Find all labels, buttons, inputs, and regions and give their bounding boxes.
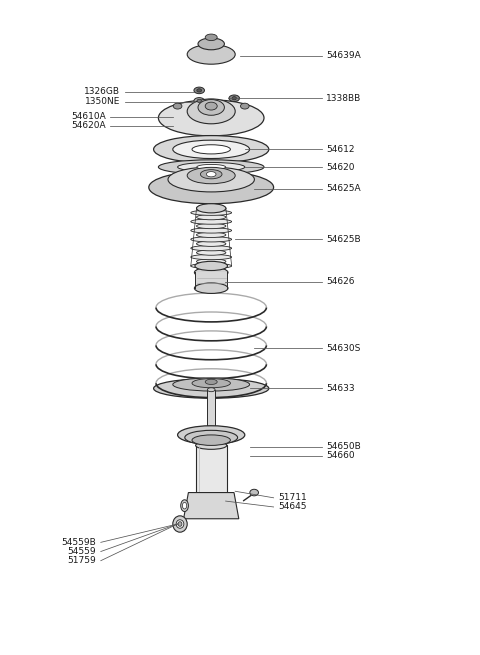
Ellipse shape (192, 435, 230, 445)
Ellipse shape (197, 88, 202, 92)
Ellipse shape (207, 388, 215, 392)
Text: 54639A: 54639A (326, 51, 361, 60)
Ellipse shape (206, 172, 216, 177)
Ellipse shape (196, 233, 226, 238)
Ellipse shape (196, 259, 226, 264)
Ellipse shape (229, 95, 240, 102)
Ellipse shape (158, 160, 264, 174)
Ellipse shape (196, 204, 226, 213)
Ellipse shape (154, 379, 269, 398)
Ellipse shape (187, 168, 235, 184)
Text: 54625B: 54625B (326, 234, 361, 244)
Ellipse shape (187, 45, 235, 64)
Text: 1326GB: 1326GB (84, 87, 120, 96)
Ellipse shape (185, 430, 238, 445)
Ellipse shape (200, 170, 222, 179)
Text: 54620: 54620 (326, 162, 355, 172)
Ellipse shape (196, 223, 226, 229)
Ellipse shape (250, 489, 258, 496)
Ellipse shape (196, 215, 226, 220)
Text: 54650B: 54650B (326, 442, 361, 451)
Ellipse shape (205, 379, 217, 384)
Ellipse shape (194, 98, 204, 104)
Ellipse shape (191, 254, 231, 259)
Ellipse shape (196, 441, 227, 449)
Ellipse shape (154, 136, 269, 163)
Ellipse shape (192, 145, 230, 154)
Ellipse shape (176, 520, 184, 528)
Ellipse shape (187, 99, 235, 124)
Text: 1338BB: 1338BB (326, 94, 361, 103)
Ellipse shape (232, 96, 236, 100)
Text: 54559B: 54559B (61, 538, 96, 547)
Ellipse shape (205, 102, 217, 110)
Ellipse shape (198, 38, 224, 50)
Text: 51711: 51711 (278, 493, 307, 502)
Ellipse shape (173, 516, 187, 532)
Text: 54633: 54633 (326, 384, 355, 393)
Bar (196, 445, 227, 512)
Ellipse shape (173, 103, 182, 109)
Ellipse shape (191, 219, 231, 224)
Ellipse shape (195, 261, 228, 271)
Polygon shape (183, 493, 239, 519)
Ellipse shape (197, 164, 226, 170)
Ellipse shape (240, 103, 249, 109)
Ellipse shape (191, 228, 231, 233)
Ellipse shape (197, 99, 202, 103)
Text: 54610A: 54610A (71, 112, 106, 121)
Text: 54559: 54559 (67, 547, 96, 556)
Ellipse shape (182, 502, 187, 509)
Ellipse shape (178, 521, 182, 527)
Ellipse shape (194, 87, 204, 94)
Ellipse shape (194, 283, 228, 293)
Ellipse shape (178, 162, 245, 172)
Ellipse shape (196, 241, 226, 246)
Ellipse shape (173, 140, 250, 159)
Ellipse shape (191, 263, 231, 269)
Bar (207, 390, 215, 436)
Ellipse shape (191, 210, 231, 215)
Text: 54660: 54660 (326, 451, 355, 460)
Ellipse shape (191, 246, 231, 251)
Ellipse shape (168, 167, 254, 192)
Ellipse shape (198, 100, 224, 115)
Text: 54626: 54626 (326, 277, 355, 286)
Text: 51759: 51759 (67, 556, 96, 565)
Ellipse shape (178, 426, 245, 444)
Ellipse shape (191, 236, 231, 242)
Text: 54612: 54612 (326, 145, 355, 154)
Ellipse shape (196, 206, 226, 211)
Ellipse shape (196, 250, 226, 255)
Text: 54620A: 54620A (71, 121, 106, 130)
Ellipse shape (173, 378, 250, 391)
Ellipse shape (149, 171, 274, 204)
Ellipse shape (205, 34, 217, 41)
Text: 54625A: 54625A (326, 184, 361, 193)
Ellipse shape (207, 434, 215, 438)
Text: 54645: 54645 (278, 502, 307, 512)
Ellipse shape (196, 508, 227, 516)
Ellipse shape (180, 500, 188, 512)
Ellipse shape (158, 100, 264, 136)
Ellipse shape (194, 267, 228, 278)
Text: 54630S: 54630S (326, 344, 361, 353)
Ellipse shape (192, 379, 230, 388)
Text: 1350NE: 1350NE (84, 97, 120, 106)
Bar (195, 272, 227, 288)
